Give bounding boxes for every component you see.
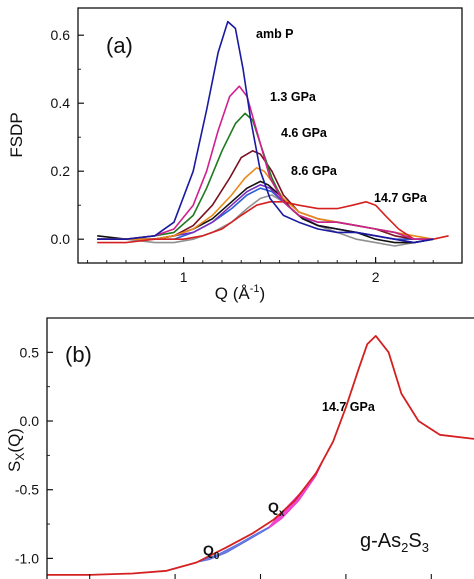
panel-a-x-axis-title: Q (Å-1) <box>215 283 265 303</box>
panel-a-series-line-9 <box>97 194 434 247</box>
panel-a-x-axis-close: ) <box>260 284 266 303</box>
panel-b-series-lines <box>47 334 474 576</box>
sample-annotation-sub2: 3 <box>422 540 429 555</box>
panel-b: -1.0-0.50.00.5 (b) SX(Q) 14.7 GPa Q0 Qx … <box>5 317 474 579</box>
panel-b-y-tick-label: -0.5 <box>15 482 39 498</box>
panel-a-series-line-4 <box>97 201 449 244</box>
panel-a-y-ticks: 0.0 0.2 0.4 0.6 <box>51 27 84 247</box>
panel-b-x-ticks <box>89 574 432 579</box>
series-label-8-6-gpa: 8.6 GPa <box>291 164 338 178</box>
panel-b-y-axis-tail: (Q) <box>5 428 24 453</box>
panel-b-y-axis-title: SX(Q) <box>5 428 27 472</box>
panel-a-series-line-1 <box>97 85 434 240</box>
region-label-qx-sub: x <box>279 508 285 519</box>
panel-a-series-line-2 <box>97 112 434 240</box>
series-label-amb-p: amb P <box>256 27 294 41</box>
panel-a-x-tick-label: 1 <box>180 269 188 285</box>
sample-annotation-mid: S <box>408 530 421 552</box>
series-label-4-6-gpa: 4.6 GPa <box>281 126 328 140</box>
panel-a-x-axis-exponent: -1 <box>250 283 260 295</box>
region-label-q0-sub: 0 <box>214 551 220 562</box>
panel-a-y-tick-label: 0.4 <box>51 95 71 111</box>
region-label-qx: Qx <box>268 499 285 519</box>
panel-a-y-tick-label: 0.0 <box>51 231 71 247</box>
panel-b-y-tick-label: -1.0 <box>15 550 39 566</box>
panel-a-series-lines <box>97 20 449 247</box>
series-label-b-14-7-gpa: 14.7 GPa <box>322 400 376 414</box>
panel-b-y-ticks: -1.0 -0.5 0.0 0.5 <box>15 344 53 566</box>
series-label-14-7-gpa: 14.7 GPa <box>374 191 428 205</box>
panel-a-x-tick-label: 2 <box>372 269 380 285</box>
panel-a-label: (a) <box>106 33 133 58</box>
panel-a-series-line-0 <box>97 20 434 244</box>
region-label-q0: Q0 <box>203 542 220 562</box>
panel-a-y-tick-label: 0.6 <box>51 27 71 43</box>
sample-annotation-sub1: 2 <box>401 540 408 555</box>
panel-a-y-tick-label: 0.2 <box>51 163 71 179</box>
panel-b-y-tick-label: 0.5 <box>20 344 40 360</box>
panel-b-frame <box>46 317 474 579</box>
panel-b-y-axis-subscript: X <box>13 453 27 461</box>
panel-a-y-axis-title: FSDP <box>7 112 26 157</box>
panel-b-y-tick-label: 0.0 <box>20 413 40 429</box>
panel-b-series-line-0 <box>47 334 474 576</box>
panel-b-label: (b) <box>65 342 92 367</box>
sample-annotation: g-As2S3 <box>360 530 429 555</box>
panel-a-frame <box>77 7 463 264</box>
series-label-1-3-gpa: 1.3 GPa <box>270 90 317 104</box>
panel-b-shaded-regions <box>196 448 330 563</box>
